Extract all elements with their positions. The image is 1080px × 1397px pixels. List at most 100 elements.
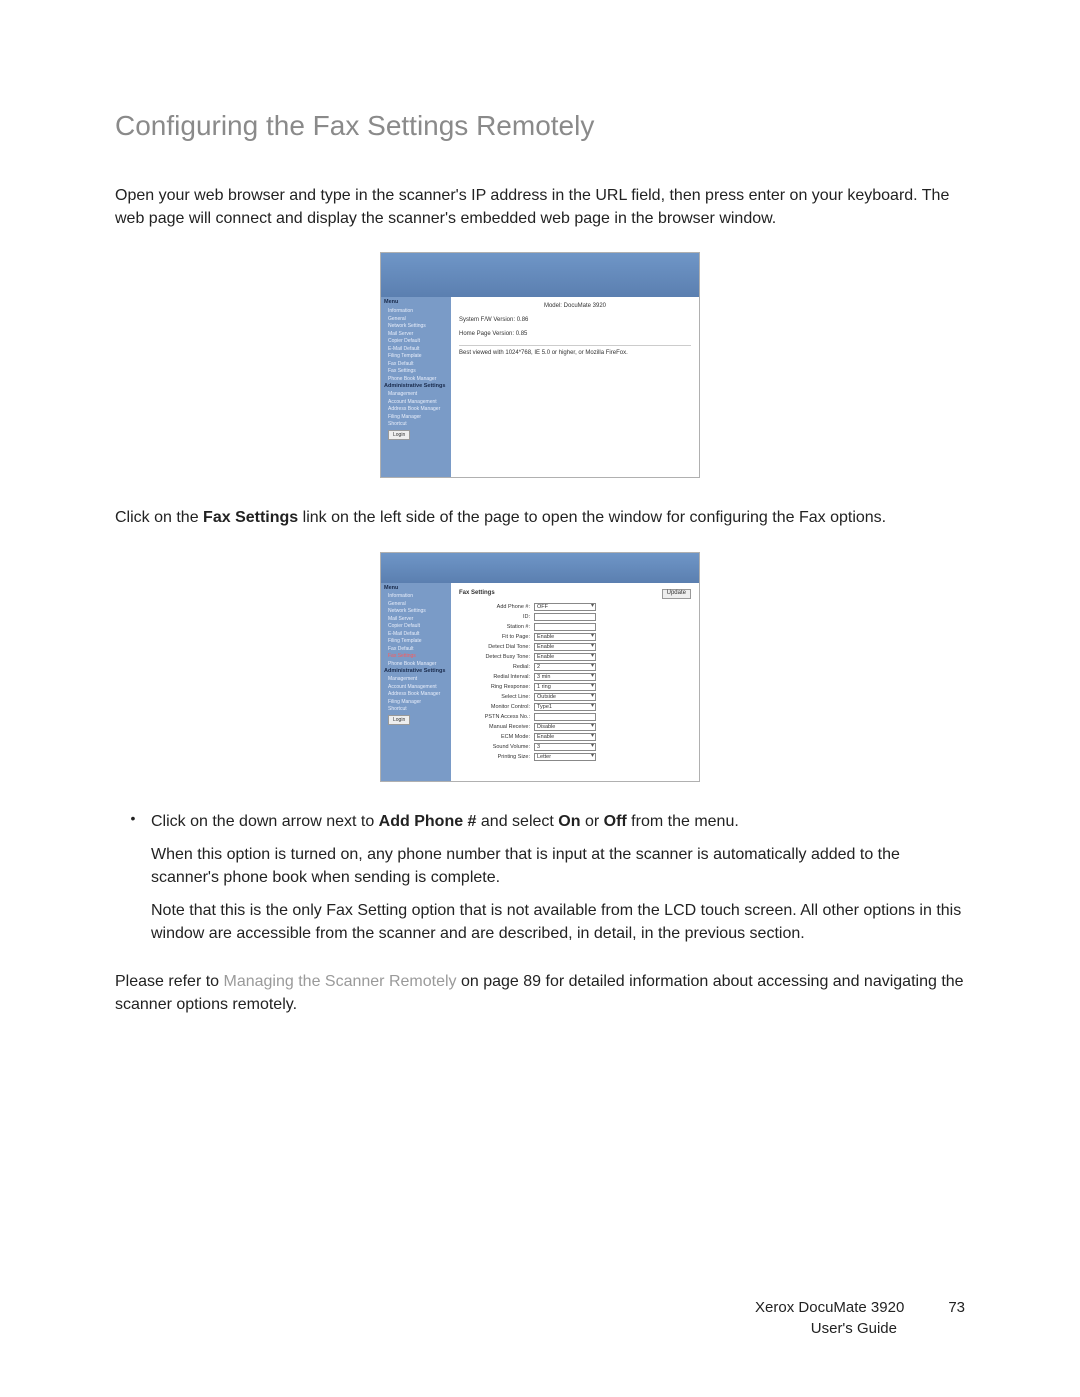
fax-settings-paragraph: Click on the Fax Settings link on the le… [115, 506, 965, 529]
sidebar-item[interactable]: Phone Book Manager [384, 375, 448, 383]
sidebar-item[interactable]: Filing Template [384, 638, 448, 646]
form-row: Detect Busy Tone:Enable [459, 653, 691, 661]
login-button[interactable]: Login [388, 430, 410, 440]
form-row: Fit to Page:Enable [459, 633, 691, 641]
form-row: Ring Response:1 ring [459, 683, 691, 691]
login-button[interactable]: Login [388, 715, 410, 725]
sidebar-item[interactable]: General [384, 600, 448, 608]
form-select[interactable]: Enable [534, 633, 596, 641]
sidebar-item[interactable]: Filing Manager [384, 413, 448, 421]
sidebar-item[interactable]: Account Management [384, 683, 448, 691]
form-select[interactable]: Outside [534, 693, 596, 701]
sidebar-item[interactable]: E-Mail Default [384, 630, 448, 638]
bullet-line2: When this option is turned on, any phone… [151, 843, 965, 889]
form-label: ID: [459, 614, 534, 621]
off-bold: Off [604, 813, 627, 830]
sidebar-item[interactable]: Filing Template [384, 353, 448, 361]
page-footer: Xerox DocuMate 392073 User's Guide [755, 1297, 965, 1339]
screenshot-sidebar: Menu Information GeneralNetwork Settings… [381, 297, 451, 477]
form-select[interactable]: 1 ring [534, 683, 596, 691]
cross-ref-link[interactable]: Managing the Scanner Remotely [224, 973, 457, 990]
form-row: Manual Receive:Disable [459, 723, 691, 731]
form-label: Add Phone #: [459, 604, 534, 611]
sidebar-item[interactable]: Copier Default [384, 623, 448, 631]
form-select[interactable]: 3 min [534, 673, 596, 681]
sidebar-item[interactable]: Fax Default [384, 360, 448, 368]
form-input[interactable] [534, 713, 596, 721]
sidebar-item[interactable]: Filing Manager [384, 698, 448, 706]
sidebar-section: Administrative Settings [384, 383, 448, 390]
form-label: Redial: [459, 664, 534, 671]
sidebar-section: Information [384, 308, 448, 316]
footer-product: Xerox DocuMate 3920 [755, 1299, 904, 1316]
form-label: Printing Size: [459, 754, 534, 761]
sidebar-item[interactable]: Network Settings [384, 608, 448, 616]
hp-value: 0.85 [516, 331, 528, 337]
model-label: Model: [544, 303, 562, 309]
update-button[interactable]: Update [662, 589, 691, 600]
sidebar-item[interactable]: Mail Server [384, 615, 448, 623]
hp-label: Home Page Version: [459, 331, 514, 337]
sidebar-item[interactable]: Phone Book Manager [384, 660, 448, 668]
form-label: Station #: [459, 624, 534, 631]
form-select[interactable]: Letter [534, 753, 596, 761]
form-row: Add Phone #:OFF [459, 603, 691, 611]
footer-guide: User's Guide [755, 1318, 897, 1339]
form-label: Manual Receive: [459, 724, 534, 731]
form-label: Redial Interval: [459, 674, 534, 681]
sidebar-section: Information [384, 593, 448, 601]
form-select[interactable]: Type1 [534, 703, 596, 711]
sidebar-item[interactable]: Mail Server [384, 330, 448, 338]
form-row: ID: [459, 613, 691, 621]
form-row: Monitor Control:Type1 [459, 703, 691, 711]
sidebar-item[interactable]: Fax Settings [384, 368, 448, 376]
fax-settings-bold: Fax Settings [203, 509, 298, 526]
form-select[interactable]: OFF [534, 603, 596, 611]
screenshot-main: Model: DocuMate 3920 System F/W Version:… [451, 297, 699, 477]
sidebar-item[interactable]: Network Settings [384, 323, 448, 331]
screenshot-main: Fax Settings Update Add Phone #:OFFID:St… [451, 583, 699, 781]
sidebar-item[interactable]: Shortcut [384, 706, 448, 714]
form-label: Ring Response: [459, 684, 534, 691]
sidebar-item[interactable]: Management [384, 391, 448, 399]
form-input[interactable] [534, 613, 596, 621]
sidebar-item-fax-settings[interactable]: Fax Settings [384, 653, 448, 661]
sidebar-item[interactable]: Copier Default [384, 338, 448, 346]
form-select[interactable]: Enable [534, 653, 596, 661]
form-row: Redial Interval:3 min [459, 673, 691, 681]
form-input[interactable] [534, 623, 596, 631]
closing-paragraph: Please refer to Managing the Scanner Rem… [115, 970, 965, 1016]
sidebar-item[interactable]: Account Management [384, 398, 448, 406]
sidebar-item[interactable]: Management [384, 676, 448, 684]
intro-paragraph: Open your web browser and type in the sc… [115, 184, 965, 230]
form-select[interactable]: Enable [534, 643, 596, 651]
sidebar-item[interactable]: Address Book Manager [384, 406, 448, 414]
sidebar-item[interactable]: Shortcut [384, 421, 448, 429]
form-select[interactable]: 2 [534, 663, 596, 671]
fw-value: 0.86 [517, 317, 529, 323]
add-phone-bold: Add Phone # [379, 813, 477, 830]
sidebar-item[interactable]: Address Book Manager [384, 691, 448, 699]
on-bold: On [558, 813, 580, 830]
sidebar-item[interactable]: E-Mail Default [384, 345, 448, 353]
screenshot-topbar [381, 253, 699, 297]
form-label: Monitor Control: [459, 704, 534, 711]
sidebar-item[interactable]: Fax Default [384, 645, 448, 653]
bullet-list: • Click on the down arrow next to Add Ph… [115, 810, 965, 956]
sidebar-item[interactable]: General [384, 315, 448, 323]
form-select[interactable]: Enable [534, 733, 596, 741]
sidebar-menu-head: Menu [384, 585, 448, 592]
form-row: Printing Size:Letter [459, 753, 691, 761]
form-row: PSTN Access No.: [459, 713, 691, 721]
page-title: Configuring the Fax Settings Remotely [115, 110, 965, 142]
browser-note: Best viewed with 1024*768, IE 5.0 or hig… [459, 350, 691, 358]
bullet-line3: Note that this is the only Fax Setting o… [151, 899, 965, 945]
screenshot-webui-home: Menu Information GeneralNetwork Settings… [380, 252, 700, 478]
form-select[interactable]: Disable [534, 723, 596, 731]
form-select[interactable]: 3 [534, 743, 596, 751]
form-row: Detect Dial Tone:Enable [459, 643, 691, 651]
sidebar-menu-head: Menu [384, 299, 448, 306]
model-value: DocuMate 3920 [564, 303, 606, 309]
form-label: Detect Busy Tone: [459, 654, 534, 661]
form-row: Redial:2 [459, 663, 691, 671]
